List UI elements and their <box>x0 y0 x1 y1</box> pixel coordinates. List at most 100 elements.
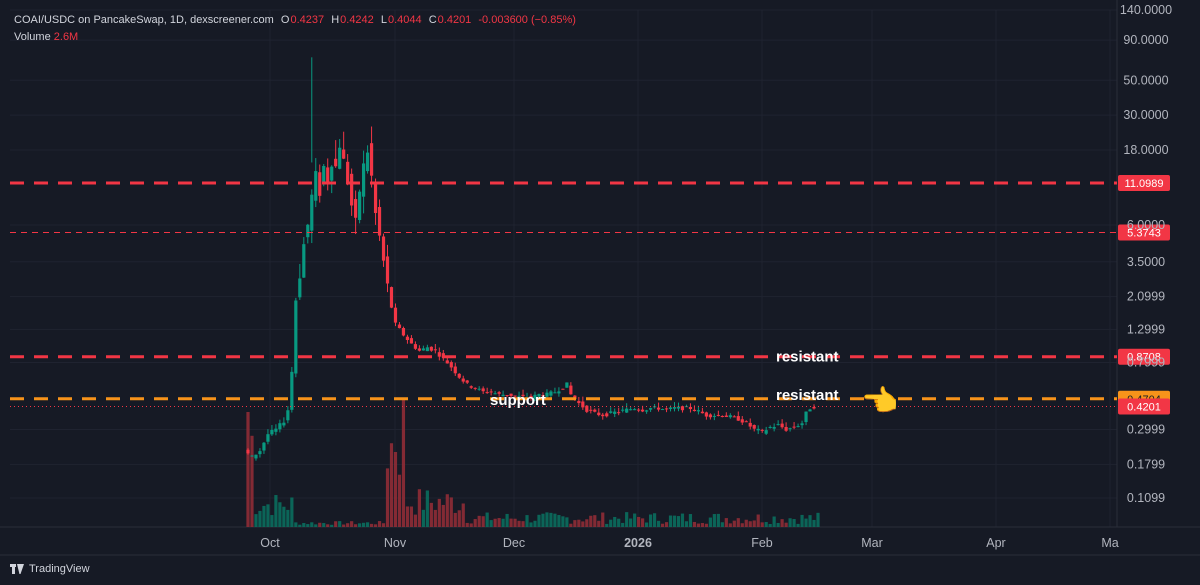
volume-bar <box>816 512 820 527</box>
close-label: C <box>428 14 437 26</box>
candle-body <box>334 158 338 167</box>
low-value: 0.4044 <box>387 14 422 26</box>
y-tick-label: 0.2999 <box>1127 422 1165 436</box>
volume-legend: Volume 2.6M <box>14 31 78 43</box>
candle-body <box>449 362 453 368</box>
volume-bar <box>274 495 278 527</box>
volume-bar <box>290 497 294 527</box>
volume-bar <box>401 399 406 527</box>
x-tick-label: Nov <box>384 536 407 550</box>
open-value: 0.4237 <box>290 14 325 26</box>
candle-body <box>720 415 724 417</box>
y-tick-label: 0.1099 <box>1127 491 1165 505</box>
level-price-tag <box>1118 175 1170 192</box>
volume-bar <box>684 521 689 527</box>
candle-body <box>350 173 354 206</box>
candle-body <box>286 410 290 421</box>
candle-body <box>405 336 410 341</box>
volume-bar <box>469 523 473 527</box>
volume-bar <box>752 520 756 527</box>
volume-bar <box>397 474 402 527</box>
volume-bar <box>409 506 414 527</box>
volume-bar <box>373 524 378 527</box>
candle-body <box>648 408 653 410</box>
candle-body <box>493 393 497 395</box>
candle-body <box>796 426 800 428</box>
volume-bar <box>537 514 541 527</box>
candle-body <box>385 256 390 284</box>
volume-bar <box>270 515 274 527</box>
candle-body <box>557 391 561 394</box>
candle-body <box>513 395 517 397</box>
candle-body <box>425 347 429 352</box>
candle-body <box>629 409 633 411</box>
tradingview-branding[interactable]: TradingView <box>10 563 90 575</box>
volume-bar <box>393 452 398 527</box>
candle-body <box>545 392 549 397</box>
candle-body <box>621 409 625 411</box>
volume-bar <box>421 509 425 527</box>
volume-bar <box>489 520 493 527</box>
candle-body <box>585 405 589 412</box>
volume-bar <box>369 523 374 527</box>
candle-body <box>633 409 637 411</box>
volume-bar <box>381 523 386 527</box>
volume-bar <box>609 519 613 527</box>
candle-body <box>326 167 330 183</box>
volume-bar <box>708 517 712 527</box>
y-tick-label: 2.0999 <box>1127 290 1165 304</box>
chart-annotation: resistant <box>776 387 839 404</box>
volume-bar <box>704 523 708 527</box>
candle-body <box>481 388 485 392</box>
volume-bar <box>740 523 744 527</box>
volume-bar <box>597 520 601 527</box>
volume-bar <box>672 515 677 527</box>
candle-body <box>597 412 601 416</box>
volume-bar <box>445 494 449 527</box>
candle-body <box>804 411 808 423</box>
volume-bar <box>613 516 617 527</box>
volume-bar <box>808 515 812 527</box>
volume-bar <box>298 524 302 527</box>
candle-body <box>290 371 294 410</box>
x-tick-label: Dec <box>503 536 525 550</box>
candle-body <box>740 419 744 423</box>
chart-annotation: support <box>490 392 546 409</box>
volume-bar <box>449 497 453 527</box>
volume-bar <box>437 498 441 527</box>
candle-body <box>330 166 334 181</box>
volume-bar <box>250 435 254 527</box>
candle-body <box>676 406 681 409</box>
level-price-label: 11.0989 <box>1125 178 1164 190</box>
volume-bar <box>728 523 732 527</box>
volume-bar <box>557 515 561 527</box>
candle-body <box>437 352 441 357</box>
volume-bar <box>246 412 250 527</box>
candle-body <box>497 392 501 394</box>
volume-value: 2.6M <box>53 31 79 43</box>
candle-body <box>461 378 465 382</box>
candle-body <box>298 278 302 298</box>
volume-bar <box>457 510 461 527</box>
volume-bar <box>553 513 557 527</box>
volume-bar <box>509 518 513 527</box>
volume-bar <box>788 518 792 527</box>
volume-bar <box>668 515 673 527</box>
volume-bar <box>573 520 577 527</box>
candle-body <box>537 394 541 397</box>
volume-bar <box>429 502 433 527</box>
candle-body <box>768 426 772 429</box>
volume-bar <box>433 509 437 527</box>
candle-body <box>278 423 282 430</box>
volume-bar <box>477 515 481 527</box>
candle-body <box>246 449 250 454</box>
volume-bar <box>501 518 505 527</box>
volume-bar <box>493 518 497 527</box>
candle-body <box>712 415 716 417</box>
volume-bar <box>302 523 306 527</box>
candle-body <box>724 415 728 418</box>
tradingview-logo-icon <box>10 564 24 574</box>
candle-body <box>788 428 792 430</box>
price-change: -0.003600 (−0.85%) <box>478 14 576 26</box>
